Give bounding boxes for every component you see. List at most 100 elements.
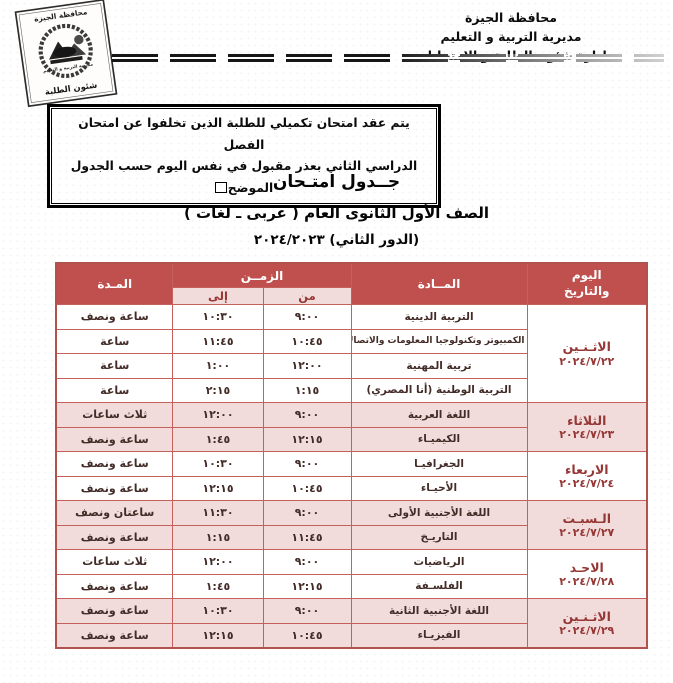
header-day-date: اليوم والتاريخ — [526, 262, 648, 305]
schedule-row: تربية المهنية ١٢:٠٠ ١:٠٠ ساعة — [55, 353, 647, 379]
from-cell: ٩:٠٠ — [262, 402, 352, 428]
to-cell: ١٢:١٥ — [172, 622, 264, 649]
schedule-row: الكمبيوتر وتكنولوجيا المعلومات والاتصالا… — [55, 328, 647, 354]
duration-cell: ساعة ونصف — [55, 573, 174, 599]
from-cell: ٩:٠٠ — [262, 598, 352, 624]
day-name: الاثـنـين — [562, 608, 611, 624]
duration-cell: ساعة ونصف — [55, 622, 174, 649]
schedule-row: الاحـد ٢٠٢٤/٧/٢٨ الرياضيات ٩:٠٠ ١٢:٠٠ ثلاث سا… — [55, 549, 648, 599]
from-cell: ٩:٠٠ — [262, 304, 352, 330]
day-date: ٢٠٢٤/٧/٢٨ — [559, 575, 615, 589]
duration-cell: ساعتان ونصف — [55, 500, 174, 526]
to-cell: ٢:١٥ — [172, 377, 264, 403]
day-name: الاثـنـين — [562, 339, 611, 355]
from-cell: ١١:٤٥ — [262, 524, 352, 550]
from-cell: ١:١٥ — [262, 377, 352, 403]
notice-text-2: الدراسي الثاني بعذر مقبول في نفس اليوم ح… — [70, 159, 418, 195]
dome-icon — [74, 34, 84, 45]
schedule-row: التربية الوطنية (أنا المصري) ١:١٥ ٢:١٥ ساعة — [55, 377, 647, 403]
day-name: الاربعاء — [564, 461, 609, 477]
supplementary-exam-notice: يتم عقد امتحان تكميلي للطلبة الذين تخلفو… — [47, 104, 441, 209]
schedule-row: الاربعاء ٢٠٢٤/٧/٢٤ الجغرافيـا ٩:٠٠ ١٠:٣٠ ساعة… — [55, 451, 648, 501]
from-cell: ١٠:٤٥ — [262, 328, 352, 354]
subject-cell: الأحيـاء — [350, 475, 528, 501]
day-date: ٢٠٢٤/٧/٢٩ — [559, 624, 615, 638]
org-line-governorate: محافظة الجيزة — [465, 10, 557, 25]
duration-cell: ساعة ونصف — [55, 426, 174, 452]
duration-cell: ثلاث ساعات — [55, 549, 174, 575]
double-dash-divider — [112, 54, 664, 62]
header-time-to: إلى — [172, 287, 264, 305]
day-cell: الاثـنـين ٢٠٢٤/٧/٢٢ — [526, 304, 648, 403]
stamp-emblem-icon: محافظة الجيزة مديرية التربية و التعليم ش… — [14, 0, 118, 108]
to-cell: ١١:٤٥ — [172, 328, 264, 354]
day-name: الـسبـت — [562, 510, 612, 526]
schedule-row: الأحيـاء ١٠:٤٥ ١٢:١٥ ساعة ونصف — [55, 475, 647, 501]
to-cell: ١٠:٣٠ — [172, 598, 264, 624]
day-name: الاحـد — [569, 559, 604, 575]
subject-cell: التاريـخ — [350, 524, 528, 550]
open-book-icon — [50, 55, 83, 65]
subject-cell: الجغرافيـا — [350, 451, 528, 477]
notice-text-1: يتم عقد امتحان تكميلي للطلبة الذين تخلفو… — [78, 116, 410, 152]
schedule-row: الـسبـت ٢٠٢٤/٧/٢٧ اللغة الأجنبية الأولى ٩:٠… — [55, 500, 648, 550]
to-cell: ١:١٥ — [172, 524, 264, 550]
to-cell: ١٢:١٥ — [172, 475, 264, 501]
eagle-icon — [53, 46, 77, 58]
to-cell: ١:٠٠ — [172, 353, 264, 379]
subject-cell: الفلسـفة — [350, 573, 528, 599]
laurel-wreath-icon — [38, 23, 93, 79]
official-stamp-icon: محافظة الجيزة مديرية التربية و التعليم ش… — [14, 0, 119, 108]
term-year-title: (الدور الثاني) ٢٠٢٤/٢٠٢٣ — [253, 232, 420, 248]
subject-cell: تربية المهنية — [350, 353, 528, 379]
day-date: ٢٠٢٤/٧/٢٤ — [559, 477, 615, 491]
day-cell: الاربعاء ٢٠٢٤/٧/٢٤ — [526, 451, 648, 501]
day-name: الثلاثاء — [567, 412, 607, 428]
duration-cell: ساعة ونصف — [55, 524, 174, 550]
to-cell: ١٠:٣٠ — [172, 304, 264, 330]
subject-cell: الكمبيوتر وتكنولوجيا المعلومات والاتصالا… — [350, 328, 528, 354]
from-cell: ١٢:١٥ — [262, 426, 352, 452]
exam-schedule-table: اليوم والتاريخ المــادة الزمــن المـدة م… — [54, 262, 648, 649]
duration-cell: ساعة ونصف — [55, 304, 174, 330]
header-time-from: من — [262, 287, 352, 305]
to-cell: ١:٤٥ — [172, 426, 264, 452]
from-cell: ١٢:١٥ — [262, 573, 352, 599]
subject-cell: اللغة الأجنبية الأولى — [350, 500, 528, 526]
subject-cell: اللغة العربية — [350, 402, 528, 428]
from-cell: ٩:٠٠ — [262, 500, 352, 526]
header-duration: المـدة — [55, 262, 174, 305]
to-cell: ١١:٣٠ — [172, 500, 264, 526]
schedule-title: جــدول امتـحان — [272, 172, 401, 192]
schedule-row: الفلسـفة ١٢:١٥ ١:٤٥ ساعة ونصف — [55, 573, 647, 599]
duration-cell: ساعة — [55, 377, 174, 403]
schedule-row: الاثـنـين ٢٠٢٤/٧/٢٢ التربية الدينية ٩:٠٠ ١٠:… — [55, 304, 648, 403]
duration-cell: ساعة — [55, 328, 174, 354]
header-date: والتاريخ — [563, 284, 610, 298]
from-cell: ١٠:٤٥ — [262, 622, 352, 649]
duration-cell: ثلاث ساعات — [55, 402, 174, 428]
to-cell: ١٢:٠٠ — [172, 549, 264, 575]
schedule-row: الفيزيـاء ١٠:٤٥ ١٢:١٥ ساعة ونصف — [55, 622, 647, 649]
header-day: اليوم — [571, 268, 602, 283]
org-line-directorate: مديرية التربية و التعليم — [440, 28, 582, 44]
day-cell: الاثـنـين ٢٠٢٤/٧/٢٩ — [526, 598, 648, 649]
stamp-middle-text: مديرية التربية و التعليم — [43, 62, 94, 74]
day-date: ٢٠٢٤/٧/٢٧ — [559, 526, 615, 540]
grade-title: الصف الأول الثانوى العام ( عربى ـ لغات ) — [183, 204, 490, 222]
duration-cell: ساعة ونصف — [55, 475, 174, 501]
schedule-row: الثلاثاء ٢٠٢٤/٧/٢٣ اللغة العربية ٩:٠٠ ١٢:٠٠ ث… — [55, 402, 648, 452]
to-cell: ١:٤٥ — [172, 573, 264, 599]
subject-cell: التربية الدينية — [350, 304, 528, 330]
day-cell: الثلاثاء ٢٠٢٤/٧/٢٣ — [526, 402, 648, 452]
notice-line-1: يتم عقد امتحان تكميلي للطلبة الذين تخلفو… — [58, 113, 430, 156]
duration-cell: ساعة ونصف — [55, 598, 174, 624]
duration-cell: ساعة ونصف — [55, 451, 174, 477]
day-cell: الاحـد ٢٠٢٤/٧/٢٨ — [526, 549, 648, 599]
from-cell: ١٠:٤٥ — [262, 475, 352, 501]
day-date: ٢٠٢٤/٧/٢٢ — [559, 354, 615, 368]
notice-line-2: الدراسي الثاني بعذر مقبول في نفس اليوم ح… — [58, 156, 430, 199]
schedule-body: الاثـنـين ٢٠٢٤/٧/٢٢ التربية الدينية ٩:٠٠ ١٠:… — [55, 304, 648, 649]
to-cell: ١٠:٣٠ — [172, 451, 264, 477]
